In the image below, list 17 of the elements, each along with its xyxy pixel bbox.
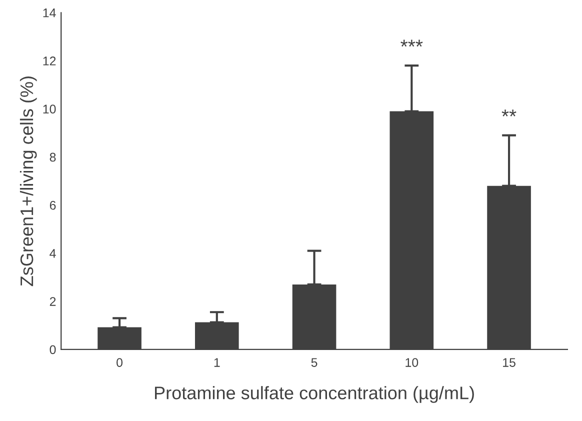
y-axis-title: ZsGreen1+/living cells (%)	[20, 76, 37, 286]
x-tick-label: 15	[503, 358, 516, 367]
y-tick-label: 10	[43, 104, 56, 114]
x-tick-label: 1	[214, 358, 220, 367]
y-tick-label: 6	[50, 200, 56, 210]
y-tick-label: 12	[43, 56, 56, 66]
annotation: **	[502, 110, 516, 116]
y-tick-label: 8	[50, 152, 56, 162]
x-tick-label: 10	[406, 358, 418, 367]
x-tick-label: 0	[116, 358, 123, 367]
y-tick-label: 2	[50, 297, 56, 306]
y-tick-label: 0	[50, 345, 56, 354]
x-axis-title: Protamine sulfate concentration (µg/mL)	[155, 386, 474, 403]
y-tick-label: 4	[50, 249, 56, 258]
annotation: ***	[400, 40, 423, 47]
x-tick-label: 5	[311, 358, 318, 367]
y-tick-label: 14	[43, 8, 56, 18]
